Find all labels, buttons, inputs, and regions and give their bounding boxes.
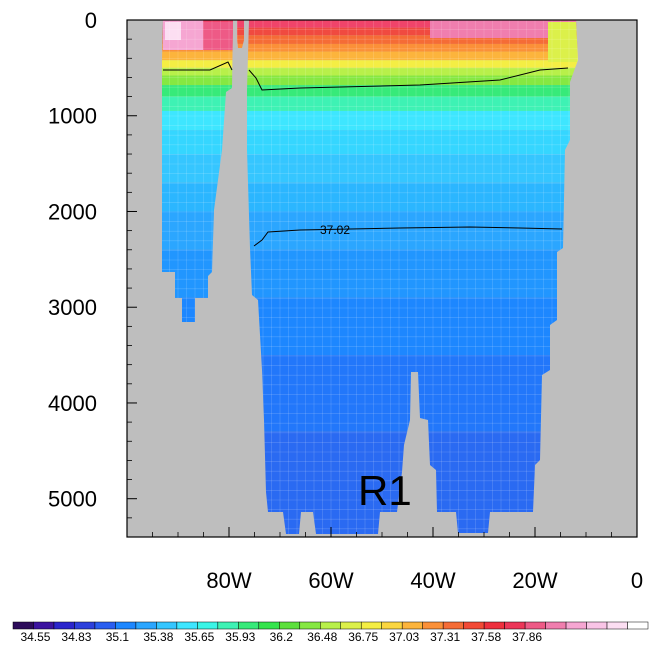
x-tick-label: 60W bbox=[308, 568, 353, 593]
contour-line bbox=[253, 226, 563, 247]
salinity-band bbox=[162, 85, 578, 97]
colorbar-swatch bbox=[545, 621, 567, 630]
y-tick-label: 5000 bbox=[48, 487, 97, 512]
salinity-band bbox=[162, 60, 578, 68]
axes: 0 1000 2000 3000 4000 5000 80W 60W 40W 20W 0 bbox=[48, 8, 643, 593]
x-tick-label: 0 bbox=[631, 568, 643, 593]
colorbar-swatch bbox=[606, 621, 628, 630]
colorbar-swatch bbox=[176, 621, 198, 630]
colorbar-swatch bbox=[238, 621, 260, 630]
salinity-band bbox=[162, 20, 578, 28]
y-tick-label: 1000 bbox=[48, 104, 97, 129]
salinity-band bbox=[162, 67, 578, 76]
colorbar-swatch bbox=[401, 621, 423, 630]
colorbar-label: 34.83 bbox=[61, 630, 91, 644]
colorbar-swatch bbox=[442, 621, 464, 630]
colorbar-swatch bbox=[217, 621, 239, 630]
plot-area bbox=[127, 20, 637, 537]
salinity-band bbox=[162, 110, 578, 131]
colorbar-label: 35.65 bbox=[184, 630, 214, 644]
colorbar-swatch bbox=[33, 621, 55, 630]
colorbar-label: 34.55 bbox=[20, 630, 50, 644]
y-tick-label: 3000 bbox=[48, 295, 97, 320]
colorbar-label: 35.1 bbox=[106, 630, 130, 644]
x-tick-label: 80W bbox=[206, 568, 251, 593]
colorbar-label: 37.31 bbox=[430, 630, 460, 644]
salinity-band bbox=[162, 35, 578, 44]
colorbar-swatch bbox=[320, 621, 341, 630]
contour-label: 37.02 bbox=[320, 223, 350, 237]
salinity-band bbox=[162, 27, 578, 36]
colorbar-swatch bbox=[299, 621, 321, 630]
x-tick-label: 20W bbox=[512, 568, 557, 593]
colorbar-swatch bbox=[627, 621, 649, 630]
colorbar-label: 36.48 bbox=[307, 630, 337, 644]
colorbar-swatch bbox=[94, 621, 116, 630]
colorbar-swatch bbox=[524, 621, 546, 630]
colorbar-label: 36.75 bbox=[348, 630, 378, 644]
colorbar-swatch bbox=[258, 621, 280, 630]
colorbar-swatch bbox=[483, 621, 505, 630]
salinity-patch bbox=[203, 22, 233, 50]
colorbar-swatch bbox=[279, 621, 301, 630]
colorbar-swatch bbox=[115, 621, 137, 630]
colorbar-swatch bbox=[12, 621, 34, 630]
colorbar-swatch bbox=[565, 621, 587, 630]
colorbar-label: 35.38 bbox=[143, 630, 173, 644]
contour-line bbox=[163, 61, 569, 91]
salinity-patch bbox=[548, 22, 578, 62]
y-tick-label: 2000 bbox=[48, 199, 97, 224]
salinity-band bbox=[162, 96, 578, 111]
colorbar-swatch bbox=[360, 621, 382, 630]
colorbar-swatch bbox=[156, 621, 178, 630]
y-tick-label: 0 bbox=[85, 8, 97, 33]
colorbar-swatch bbox=[422, 621, 444, 630]
colorbar-label: 37.86 bbox=[512, 630, 542, 644]
colorbar-swatch bbox=[53, 621, 75, 630]
colorbar-label: 37.03 bbox=[389, 630, 419, 644]
colorbar-swatch bbox=[463, 621, 485, 630]
colorbar-swatch bbox=[135, 621, 157, 630]
salinity-band bbox=[162, 130, 578, 155]
salinity-patch bbox=[430, 20, 578, 38]
colorbar: 34.55 34.83 35.1 35.38 35.65 35.93 36.2 36.48 36… bbox=[12, 621, 649, 644]
salinity-band bbox=[162, 43, 578, 52]
salinity-band bbox=[162, 51, 578, 61]
region-annotation: R1 bbox=[358, 467, 412, 514]
colorbar-label: 36.2 bbox=[270, 630, 294, 644]
colorbar-label: 37.58 bbox=[471, 630, 501, 644]
colorbar-swatch bbox=[74, 621, 96, 630]
x-tick-label: 40W bbox=[410, 568, 455, 593]
salinity-band bbox=[162, 75, 578, 86]
y-tick-label: 4000 bbox=[48, 391, 97, 416]
colorbar-swatch bbox=[340, 621, 362, 630]
colorbar-swatch bbox=[381, 621, 403, 630]
salinity-patch bbox=[165, 22, 181, 40]
colorbar-swatch bbox=[504, 621, 526, 630]
colorbar-swatch bbox=[197, 621, 219, 630]
colorbar-label: 35.93 bbox=[225, 630, 255, 644]
colorbar-swatch bbox=[586, 621, 608, 630]
contour-lines bbox=[163, 61, 569, 247]
